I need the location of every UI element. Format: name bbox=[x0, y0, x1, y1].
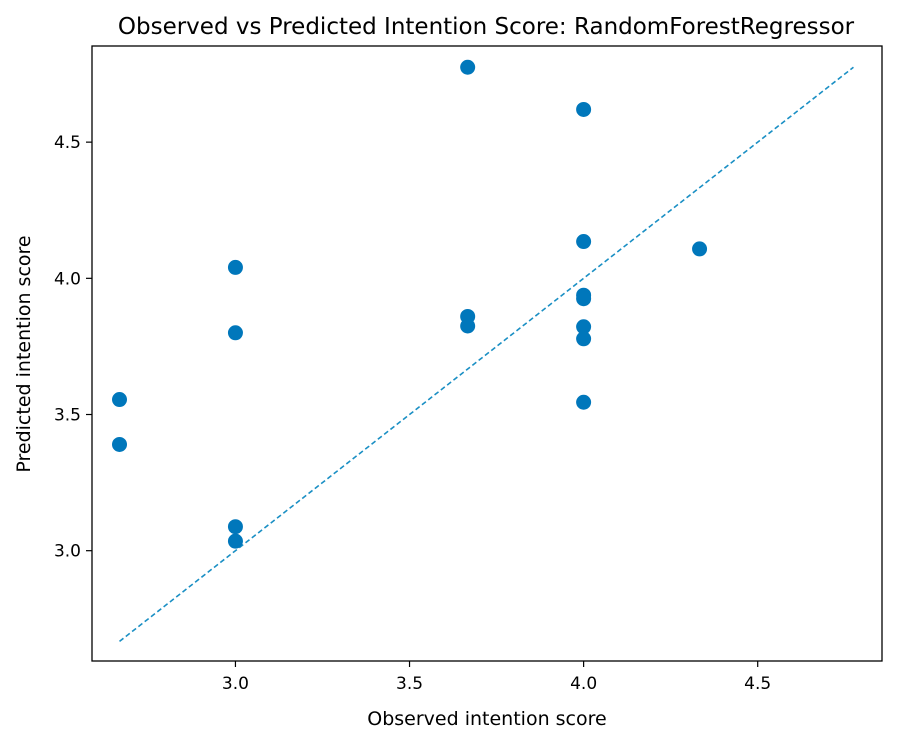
y-tick-label: 3.5 bbox=[54, 406, 81, 426]
data-point bbox=[576, 319, 592, 335]
data-point bbox=[576, 291, 592, 307]
data-point bbox=[460, 59, 476, 75]
y-tick-label: 4.5 bbox=[54, 133, 81, 153]
y-tick-label: 3.0 bbox=[54, 542, 81, 562]
x-tick-label: 3.0 bbox=[222, 674, 249, 694]
x-axis-label: Observed intention score bbox=[367, 708, 606, 730]
data-point bbox=[692, 241, 708, 257]
reference-line bbox=[119, 66, 854, 643]
data-point bbox=[576, 101, 592, 117]
plot-area bbox=[112, 59, 854, 643]
data-point bbox=[576, 234, 592, 250]
y-tick-label: 4.0 bbox=[54, 269, 81, 289]
chart-title: Observed vs Predicted Intention Score: R… bbox=[118, 14, 855, 40]
data-point bbox=[227, 325, 243, 341]
y-axis: 3.0 3.5 4.0 4.5 bbox=[54, 133, 92, 562]
data-point bbox=[227, 259, 243, 275]
data-point bbox=[112, 436, 128, 452]
data-point bbox=[227, 519, 243, 535]
plot-frame bbox=[91, 45, 883, 662]
data-point bbox=[460, 318, 476, 334]
x-tick-label: 4.0 bbox=[570, 674, 597, 694]
y-axis-label: Predicted intention score bbox=[13, 235, 35, 472]
data-point bbox=[227, 533, 243, 549]
data-point bbox=[576, 394, 592, 410]
x-axis: 3.0 3.5 4.0 4.5 bbox=[222, 661, 771, 694]
data-point bbox=[112, 392, 128, 408]
x-tick-label: 4.5 bbox=[744, 674, 771, 694]
x-tick-label: 3.5 bbox=[396, 674, 423, 694]
data-point bbox=[576, 331, 592, 347]
